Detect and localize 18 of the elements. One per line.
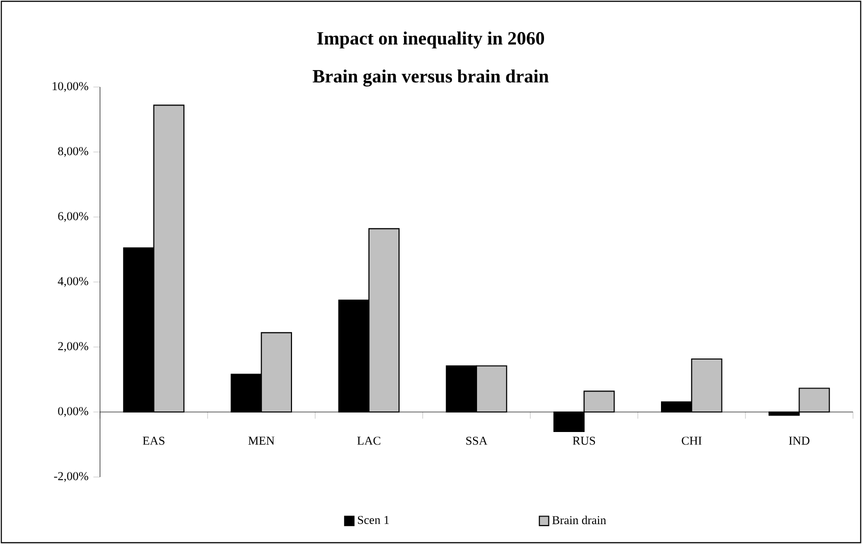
legend-label: Brain drain [552,516,606,524]
chart-title: Impact on inequality in 2060 [317,31,544,48]
x-tick-label: SSA [466,436,488,445]
x-tick-label: RUS [572,436,596,445]
x-tick-label: IND [788,436,810,445]
y-tick-label: 6,00% [58,212,88,222]
y-tick-label: 8,00% [58,147,88,157]
x-tick-label: EAS [142,436,164,445]
y-tick-label: 2,00% [58,342,88,352]
x-tick-label: MEN [248,436,274,445]
y-tick-label: -2,00% [54,472,88,482]
y-tick-label: 10,00% [52,82,88,92]
y-tick-label: 0,00% [58,407,88,417]
x-tick-label: LAC [357,436,380,445]
y-tick-label: 4,00% [58,277,88,287]
chart-subtitle: Brain gain versus brain drain [312,69,549,87]
legend-label: Scen 1 [358,516,389,524]
x-tick-label: CHI [682,436,702,445]
